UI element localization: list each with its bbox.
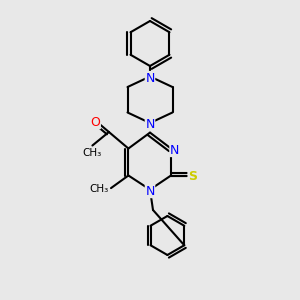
Text: O: O — [91, 116, 100, 129]
Text: CH₃: CH₃ — [89, 184, 109, 194]
Text: N: N — [145, 118, 155, 131]
Text: S: S — [188, 170, 197, 184]
Text: N: N — [170, 143, 179, 157]
Text: N: N — [145, 71, 155, 85]
Text: CH₃: CH₃ — [83, 148, 102, 158]
Text: N: N — [145, 184, 155, 198]
